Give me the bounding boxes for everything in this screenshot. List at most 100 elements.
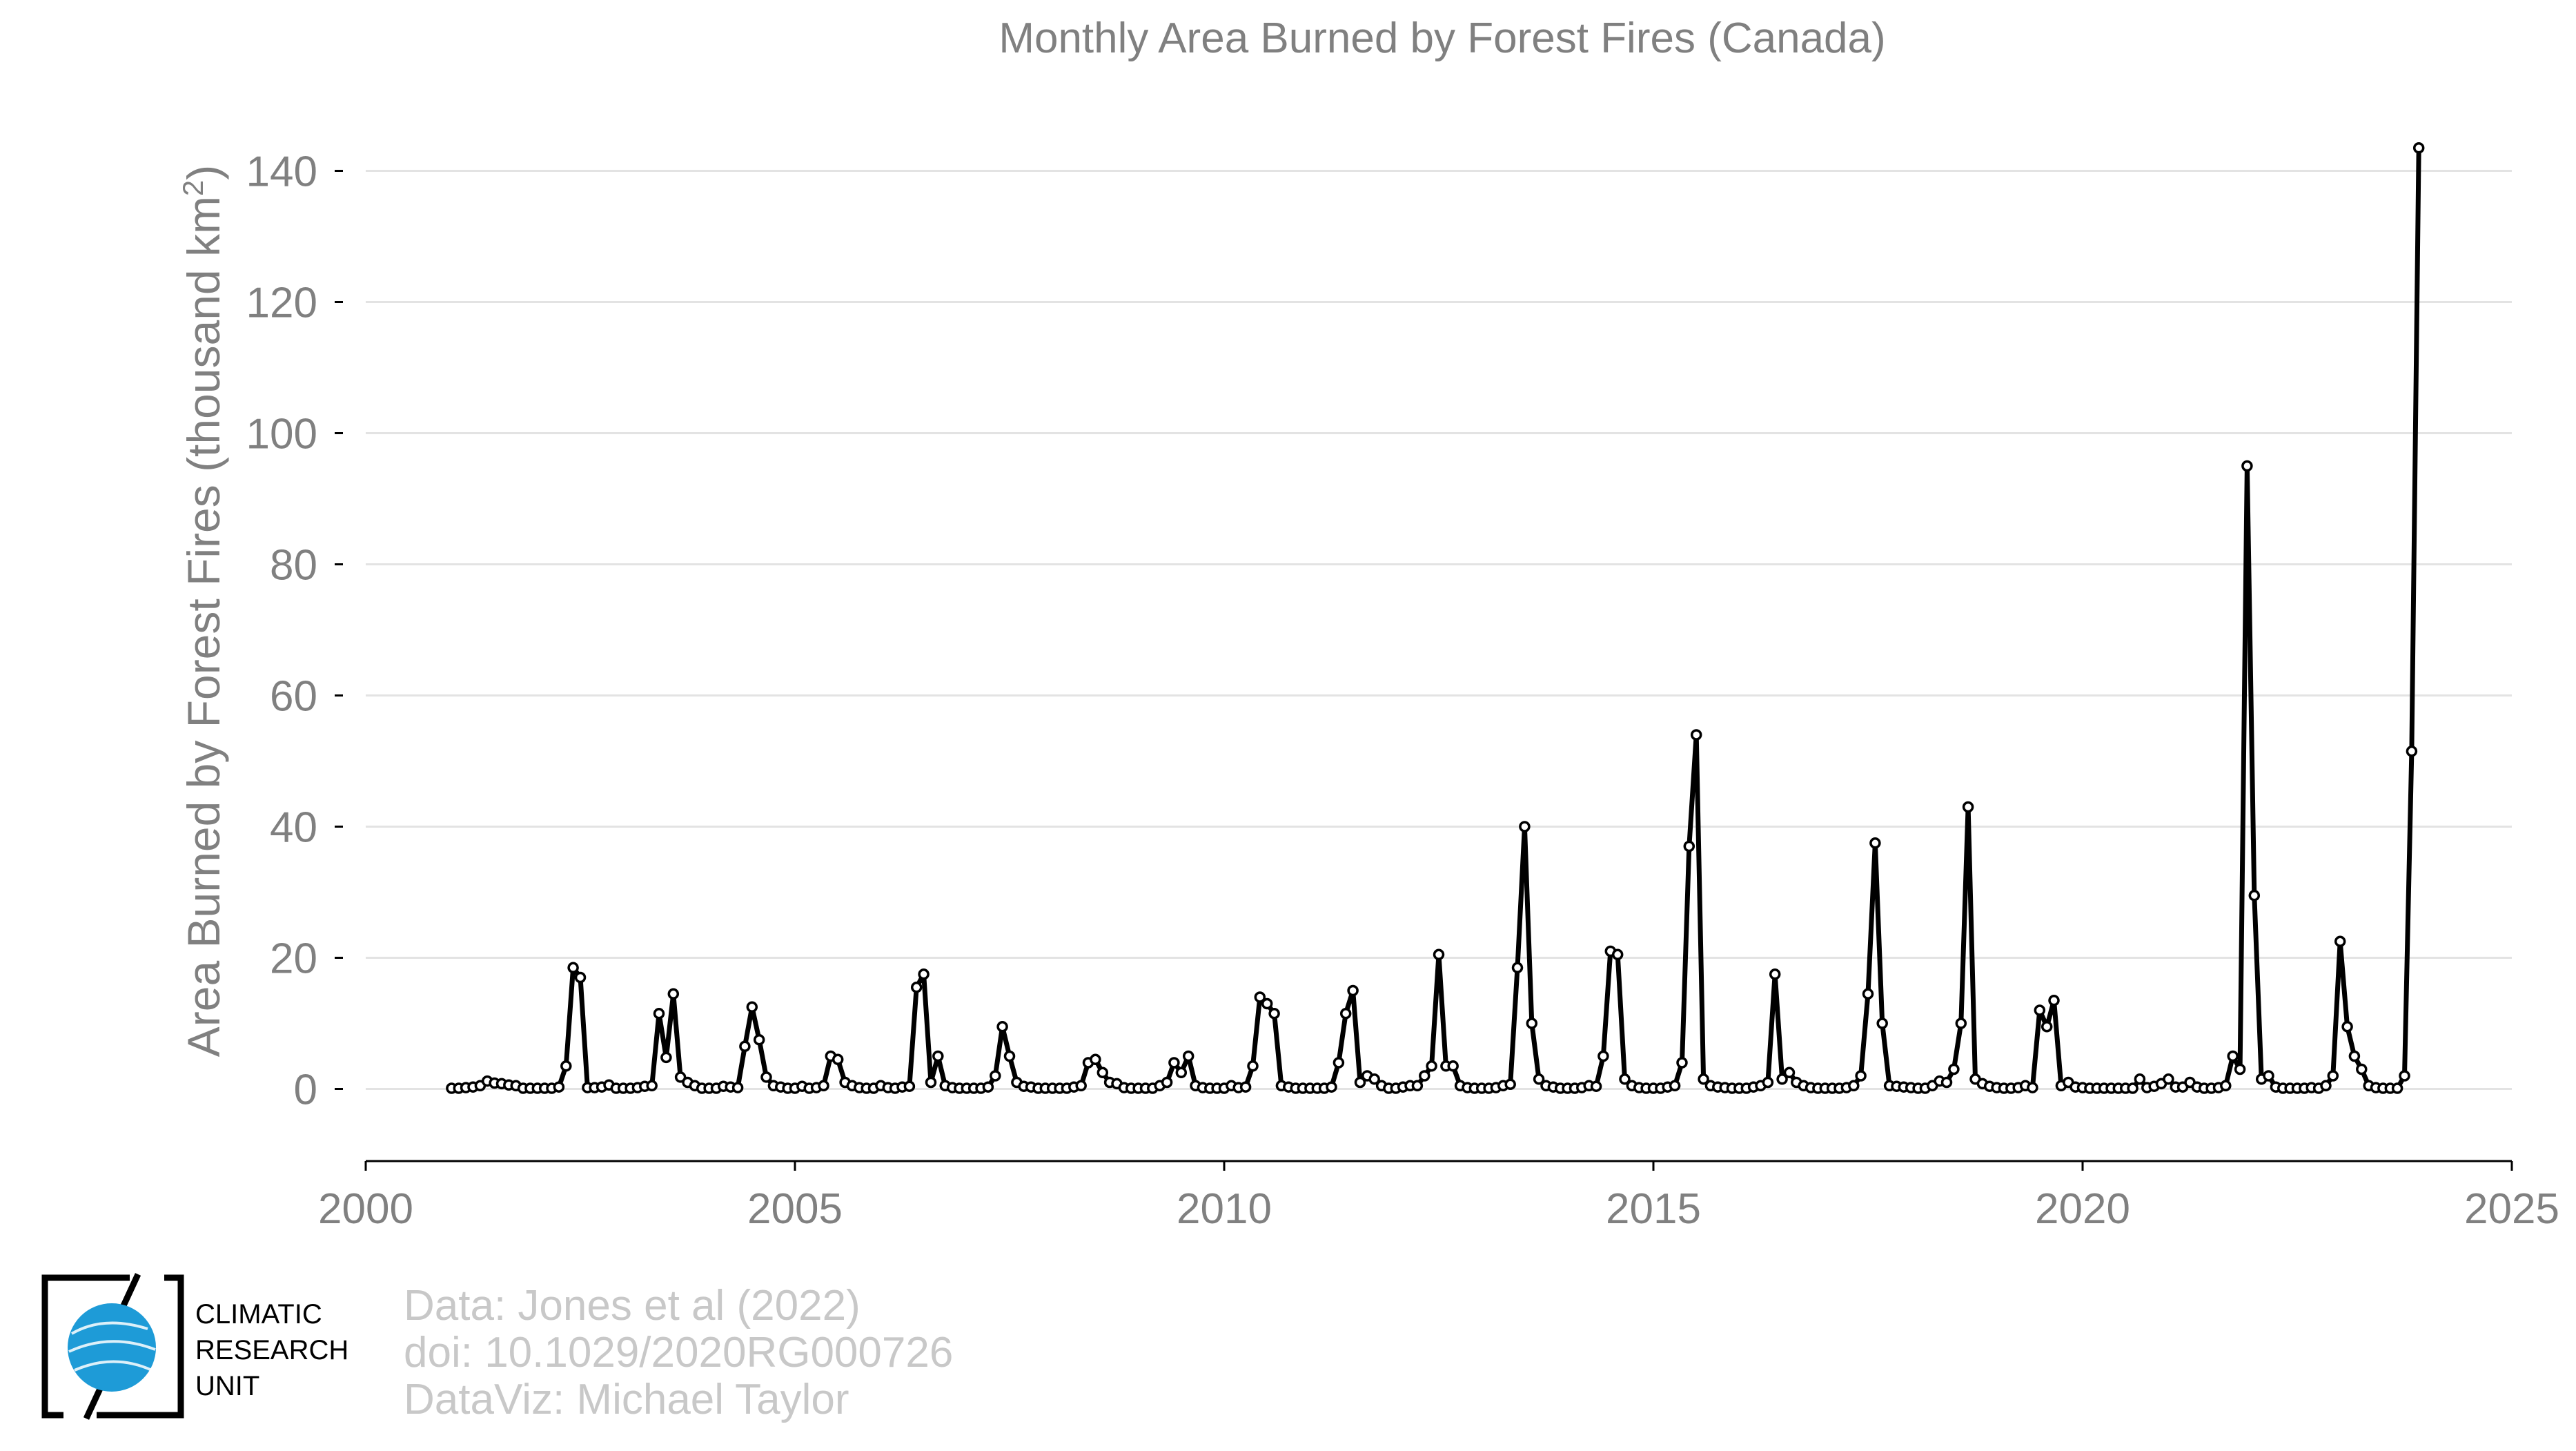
data-point	[2227, 1050, 2239, 1062]
x-tick-label: 2025	[2464, 1185, 2559, 1233]
x-tick-label: 2010	[1177, 1185, 1272, 1233]
data-point	[2248, 890, 2261, 902]
data-point	[982, 1081, 994, 1093]
y-tick-label: 40	[270, 804, 317, 852]
y-axis-label: Area Burned by Forest Fires (thousand km…	[177, 165, 229, 1058]
y-tick-label: 60	[270, 673, 317, 721]
data-point	[925, 1076, 937, 1089]
x-axis-ticks: 2000 2005 2010 2015 2020 2025	[318, 1161, 2559, 1233]
data-point	[2034, 1004, 2046, 1016]
data-point	[1962, 801, 1974, 813]
data-point	[1504, 1078, 1516, 1091]
data-point	[1168, 1057, 1180, 1069]
data-point	[2027, 1082, 2038, 1093]
data-point	[1611, 948, 1624, 961]
data-point	[2356, 1063, 2368, 1075]
data-point	[1526, 1017, 1538, 1029]
grid-lines	[366, 170, 2512, 1090]
logo-text-line2: RESEARCH	[195, 1335, 348, 1365]
data-point	[996, 1021, 1008, 1033]
data-point	[746, 1001, 758, 1013]
data-point	[1097, 1067, 1109, 1079]
data-point	[2406, 746, 2418, 757]
data-point	[910, 982, 923, 993]
y-tick-label: 140	[246, 148, 317, 196]
data-point	[1326, 1081, 1337, 1093]
data-point	[1690, 729, 1702, 741]
data-point	[1433, 948, 1445, 961]
data-point	[918, 968, 930, 980]
data-point	[660, 1051, 672, 1064]
data-point	[753, 1034, 765, 1046]
data-point	[1698, 1073, 1709, 1085]
cru-logo: CLIMATIC RESEARCH UNIT	[41, 1273, 348, 1420]
credit-data-source: Data: Jones et al (2022)	[404, 1282, 861, 1330]
data-point	[1855, 1070, 1867, 1082]
data-point	[2412, 142, 2425, 154]
data-point	[1447, 1060, 1459, 1072]
data-point	[1848, 1080, 1860, 1092]
y-axis-label-sup: 2	[177, 180, 209, 196]
x-tick-label: 2020	[2035, 1185, 2130, 1233]
data-point	[2348, 1050, 2361, 1062]
data-point	[932, 1050, 944, 1062]
y-tick-label: 80	[270, 542, 317, 590]
data-point	[1354, 1076, 1366, 1089]
data-point	[1940, 1076, 1953, 1089]
data-point	[1268, 1008, 1280, 1020]
data-point	[1182, 1050, 1194, 1062]
data-point	[2391, 1082, 2403, 1094]
data-point	[818, 1080, 829, 1092]
data-point	[1769, 968, 1781, 980]
chart-title: Monthly Area Burned by Forest Fires (Can…	[999, 14, 1885, 62]
logo-bracket-icon	[97, 1274, 184, 1419]
data-point	[1368, 1073, 1380, 1085]
data-point	[667, 988, 680, 1000]
data-point	[567, 962, 579, 974]
data-point	[1590, 1080, 1602, 1092]
data-point	[2320, 1080, 2332, 1092]
data-point	[2399, 1070, 2410, 1082]
y-axis-label-main: Area Burned by Forest Fires (thousand km	[178, 196, 229, 1057]
data-point	[2241, 460, 2253, 472]
data-point	[2048, 995, 2060, 1006]
y-tick-label: 120	[246, 280, 317, 327]
series-line	[451, 148, 2421, 1091]
data-point	[553, 1081, 565, 1093]
data-point	[646, 1080, 658, 1092]
globe-wave-icon	[68, 1321, 156, 1372]
data-point	[2341, 1021, 2353, 1033]
data-point	[2263, 1070, 2274, 1082]
data-point	[2134, 1073, 2146, 1085]
logo-text-line3: UNIT	[195, 1371, 259, 1401]
data-point	[1175, 1067, 1188, 1079]
data-point	[832, 1053, 844, 1066]
credit-doi: doi: 10.1029/2020RG000726	[404, 1329, 953, 1376]
data-point	[574, 971, 587, 984]
data-point	[1669, 1080, 1681, 1092]
y-tick-label: 20	[270, 935, 317, 983]
data-point	[1683, 840, 1695, 853]
series-points	[446, 142, 2425, 1094]
data-point	[1239, 1081, 1252, 1093]
data-point	[2127, 1082, 2139, 1094]
data-point	[1247, 1060, 1259, 1072]
data-point	[1426, 1060, 1437, 1072]
data-point	[1411, 1080, 1424, 1092]
data-point	[2234, 1063, 2246, 1075]
y-tick-label: 0	[294, 1067, 317, 1114]
data-point	[2220, 1080, 2232, 1092]
data-point	[1339, 1008, 1352, 1020]
data-point	[1948, 1063, 1960, 1075]
logo-bracket-icon	[41, 1274, 130, 1419]
data-point	[2041, 1021, 2053, 1033]
logo-text-line1: CLIMATIC	[195, 1299, 322, 1330]
y-tick-label: 100	[246, 411, 317, 458]
data-point	[1776, 1073, 1788, 1085]
data-point	[739, 1040, 751, 1053]
data-point	[1090, 1053, 1101, 1066]
data-point	[903, 1080, 916, 1092]
data-point	[1676, 1057, 1688, 1069]
data-point	[1003, 1050, 1016, 1062]
data-point	[1869, 837, 1881, 849]
